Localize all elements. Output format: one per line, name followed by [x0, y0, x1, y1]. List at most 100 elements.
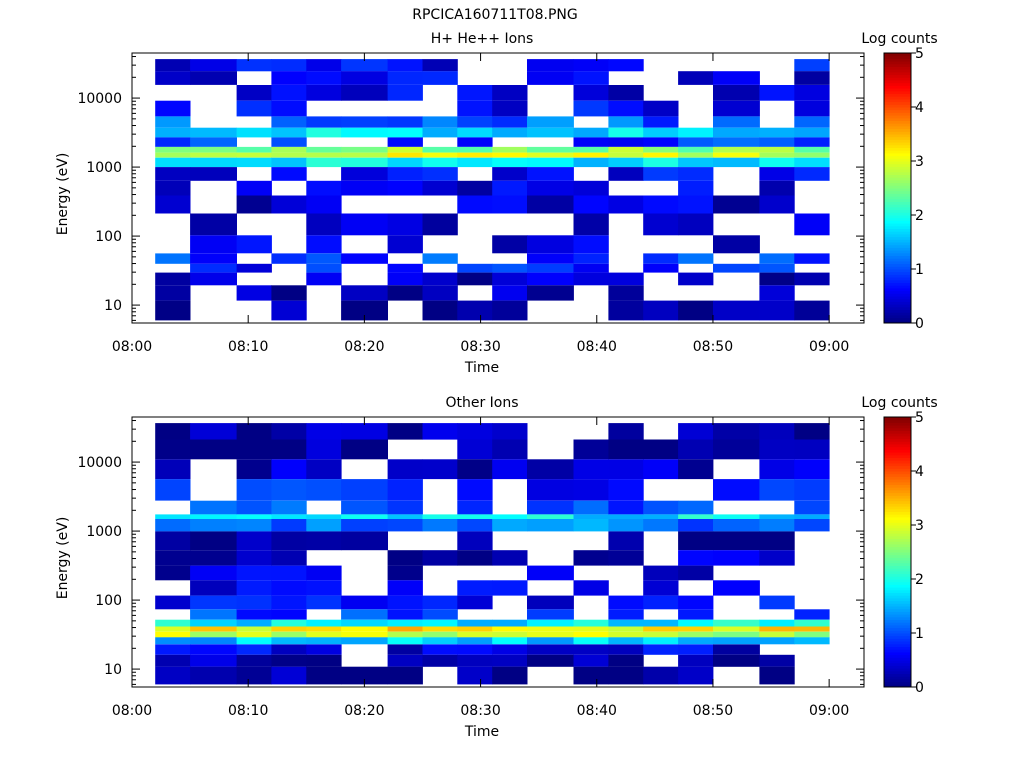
heatmap-cell: [387, 631, 423, 638]
heatmap-cell: [794, 127, 830, 138]
heatmap-cell: [643, 167, 679, 181]
colorbar-swatch: [884, 624, 911, 629]
heatmap-cell: [573, 619, 609, 627]
heatmap-cell: [236, 146, 272, 153]
heatmap-cell: [794, 637, 830, 645]
heatmap-cell: [678, 644, 714, 655]
heatmap-cell: [678, 195, 714, 214]
colorbar-swatch: [884, 204, 911, 208]
heatmap-cell: [190, 609, 237, 620]
heatmap-cell: [341, 531, 388, 551]
colorbar-swatch: [884, 152, 911, 157]
heatmap-cell: [608, 519, 644, 532]
heatmap-cell: [306, 514, 342, 519]
heatmap-cell: [387, 565, 423, 581]
heatmap-cell: [573, 637, 609, 645]
x-tick-label: 09:00: [809, 703, 849, 719]
x-tick-label: 08:20: [344, 703, 384, 719]
heatmap-cell: [271, 100, 307, 117]
colorbar-swatch: [884, 541, 911, 545]
colorbar-swatch: [884, 169, 911, 173]
heatmap-cell: [573, 631, 609, 638]
colorbar-swatch: [884, 285, 911, 289]
heatmap-cell: [155, 180, 191, 196]
heatmap-cell: [155, 195, 191, 214]
heatmap-cell: [794, 626, 830, 632]
heatmap-cell: [794, 619, 830, 627]
heatmap-cell: [271, 666, 307, 685]
heatmap-cell: [794, 439, 830, 460]
heatmap-cell: [573, 500, 609, 515]
colorbar-swatch: [884, 125, 911, 130]
colorbar-swatch: [884, 678, 911, 683]
heatmap-cell: [387, 580, 423, 596]
colorbar-swatch: [884, 589, 911, 593]
colorbar-swatch: [884, 107, 911, 111]
heatmap-cell: [190, 263, 237, 273]
heatmap-cell: [306, 213, 342, 236]
colorbar-tick-label: 2: [915, 208, 924, 224]
heatmap-cell: [422, 423, 458, 440]
heatmap-cell: [457, 152, 493, 158]
colorbar-swatch: [884, 446, 911, 450]
heatmap-cell: [387, 157, 423, 168]
colorbar-swatch: [884, 53, 911, 57]
heatmap-cell: [492, 580, 528, 596]
heatmap-cell: [678, 631, 714, 638]
colorbar-swatch: [884, 514, 911, 518]
heatmap-cell: [387, 637, 423, 645]
heatmap-cells: [155, 59, 830, 321]
heatmap-cell: [387, 167, 423, 181]
heatmap-cell: [643, 626, 679, 632]
colorbar-swatch: [884, 581, 911, 585]
heatmap-cell: [271, 631, 307, 638]
heatmap-cell: [643, 116, 679, 128]
heatmap-cell: [492, 116, 528, 128]
heatmap-cell: [155, 531, 191, 551]
heatmap-cell: [713, 146, 760, 153]
colorbar-swatch: [884, 670, 911, 674]
colorbar-swatch: [884, 182, 911, 186]
heatmap-cell: [678, 637, 714, 645]
heatmap-cell: [678, 167, 714, 181]
heatmap-cell: [759, 300, 795, 321]
heatmap-cell: [794, 423, 830, 440]
heatmap-cell: [643, 666, 679, 685]
colorbar-swatch: [884, 215, 911, 219]
heatmap-cell: [387, 116, 423, 128]
heatmap-cell: [678, 595, 714, 610]
colorbar-swatch: [884, 96, 911, 100]
heatmap-cell: [306, 439, 342, 460]
heatmap-cell: [387, 85, 423, 101]
heatmap-cell: [306, 654, 342, 667]
colorbar-swatch: [884, 233, 911, 238]
heatmap-cell: [271, 595, 307, 610]
heatmap-cell: [527, 152, 574, 158]
heatmap-cell: [155, 127, 191, 138]
colorbar-swatch: [884, 630, 911, 634]
heatmap-cell: [713, 195, 760, 214]
colorbar-tick-label: 4: [915, 100, 924, 116]
colorbar-swatch: [884, 155, 911, 159]
colorbar-swatch: [884, 468, 911, 472]
x-tick-label: 08:30: [460, 703, 500, 719]
heatmap-cell: [190, 71, 237, 85]
heatmap-cell: [422, 146, 458, 153]
heatmap-cell: [271, 85, 307, 101]
heatmap-cell: [759, 479, 795, 501]
colorbar-swatch: [884, 422, 911, 426]
heatmap-cell: [190, 631, 237, 638]
heatmap-cell: [387, 609, 423, 620]
heatmap-cell: [271, 637, 307, 645]
heatmap-cell: [155, 631, 191, 638]
colorbar-swatch: [884, 314, 911, 319]
colorbar-swatch: [884, 320, 911, 324]
x-tick-label: 08:50: [693, 339, 733, 355]
heatmap-cell: [387, 152, 423, 158]
heatmap-cell: [573, 59, 609, 72]
heatmap-cell: [271, 479, 307, 501]
heatmap-cell: [236, 580, 272, 596]
colorbar-swatch: [884, 185, 911, 189]
colorbar-swatch: [884, 487, 911, 491]
heatmap-cell: [794, 59, 830, 72]
